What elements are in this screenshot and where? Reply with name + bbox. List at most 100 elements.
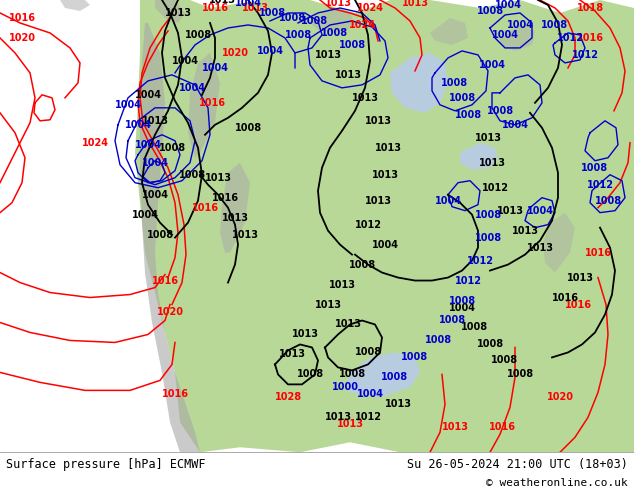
Text: 1004: 1004 bbox=[124, 120, 152, 130]
Text: 1016: 1016 bbox=[162, 390, 188, 399]
Text: 1004: 1004 bbox=[434, 196, 462, 206]
Text: 1008: 1008 bbox=[491, 355, 519, 366]
Text: 1013: 1013 bbox=[365, 196, 392, 206]
Text: 1016: 1016 bbox=[8, 13, 36, 23]
Text: 1013: 1013 bbox=[209, 0, 235, 5]
Text: 1013: 1013 bbox=[335, 319, 361, 329]
Text: 1004: 1004 bbox=[356, 390, 384, 399]
Text: 1013: 1013 bbox=[314, 299, 342, 310]
Text: 1008: 1008 bbox=[278, 13, 306, 23]
Text: 1013: 1013 bbox=[567, 272, 593, 283]
Text: 1016: 1016 bbox=[191, 203, 219, 213]
Polygon shape bbox=[155, 0, 185, 23]
Text: 1004: 1004 bbox=[372, 240, 399, 249]
Text: 1008: 1008 bbox=[184, 30, 212, 40]
Text: 1004: 1004 bbox=[479, 60, 505, 70]
Polygon shape bbox=[460, 143, 498, 170]
Text: 1028: 1028 bbox=[275, 392, 302, 402]
Text: 1008: 1008 bbox=[595, 196, 621, 206]
Text: 1013: 1013 bbox=[278, 349, 306, 360]
Text: 1008: 1008 bbox=[321, 28, 349, 38]
Text: 1013: 1013 bbox=[205, 172, 231, 183]
Text: 1013: 1013 bbox=[375, 143, 401, 153]
Text: 1020: 1020 bbox=[221, 48, 249, 58]
Text: 1008: 1008 bbox=[235, 123, 262, 133]
Polygon shape bbox=[140, 23, 200, 452]
Text: 1016: 1016 bbox=[198, 98, 226, 108]
Text: 1008: 1008 bbox=[581, 163, 609, 173]
Text: 1008: 1008 bbox=[339, 40, 366, 50]
Text: 1008: 1008 bbox=[439, 316, 465, 325]
Text: Su 26-05-2024 21:00 UTC (18+03): Su 26-05-2024 21:00 UTC (18+03) bbox=[407, 458, 628, 471]
Text: 1012: 1012 bbox=[557, 33, 583, 43]
Text: 1013: 1013 bbox=[141, 116, 169, 126]
Text: 1018: 1018 bbox=[576, 3, 604, 13]
Text: 1004: 1004 bbox=[202, 63, 228, 73]
Text: 1008: 1008 bbox=[339, 369, 366, 379]
Text: 1004: 1004 bbox=[501, 120, 529, 130]
Text: 1008: 1008 bbox=[486, 106, 514, 116]
Text: 1008: 1008 bbox=[455, 110, 482, 120]
Polygon shape bbox=[310, 8, 355, 33]
Text: 1024: 1024 bbox=[349, 20, 375, 30]
Text: 1016: 1016 bbox=[564, 299, 592, 310]
Text: 1004: 1004 bbox=[257, 46, 283, 56]
Text: 1004: 1004 bbox=[131, 210, 158, 220]
Text: 1016: 1016 bbox=[152, 275, 179, 286]
Text: 1004: 1004 bbox=[134, 140, 162, 150]
Text: 1016: 1016 bbox=[202, 3, 228, 13]
Text: 1016: 1016 bbox=[212, 193, 238, 203]
Text: 1013: 1013 bbox=[242, 3, 269, 13]
Text: 1004: 1004 bbox=[491, 30, 519, 40]
Text: 1008: 1008 bbox=[259, 8, 285, 18]
Text: 1024: 1024 bbox=[356, 3, 384, 13]
Text: 1008: 1008 bbox=[507, 369, 534, 379]
Text: 1012: 1012 bbox=[467, 256, 493, 266]
Text: 1013: 1013 bbox=[441, 422, 469, 432]
Text: 1008: 1008 bbox=[401, 352, 429, 363]
Text: 1004: 1004 bbox=[172, 56, 198, 66]
Text: 1004: 1004 bbox=[526, 206, 553, 216]
Text: 1008: 1008 bbox=[424, 336, 451, 345]
Text: 1012: 1012 bbox=[354, 220, 382, 230]
Polygon shape bbox=[220, 163, 250, 252]
Text: 1020: 1020 bbox=[157, 308, 183, 318]
Text: 1008: 1008 bbox=[146, 230, 174, 240]
Text: 1013: 1013 bbox=[292, 329, 318, 340]
Polygon shape bbox=[135, 0, 634, 452]
Text: 1000: 1000 bbox=[332, 382, 358, 392]
Text: 1012: 1012 bbox=[586, 180, 614, 190]
Text: 1004: 1004 bbox=[235, 0, 261, 8]
Text: 1012: 1012 bbox=[354, 412, 382, 422]
Polygon shape bbox=[345, 352, 420, 397]
Text: 1013: 1013 bbox=[512, 225, 538, 236]
Text: 1013: 1013 bbox=[328, 279, 356, 290]
Text: 1008: 1008 bbox=[301, 16, 328, 26]
Text: 1013: 1013 bbox=[231, 230, 259, 240]
Text: 1004: 1004 bbox=[115, 100, 141, 110]
Text: 1013: 1013 bbox=[479, 158, 505, 168]
Text: 1013: 1013 bbox=[365, 116, 392, 126]
Text: 1016: 1016 bbox=[585, 247, 612, 258]
Text: 1013: 1013 bbox=[351, 93, 378, 103]
Text: 1008: 1008 bbox=[297, 369, 323, 379]
Text: 1008: 1008 bbox=[382, 372, 408, 382]
Text: 1008: 1008 bbox=[476, 6, 503, 16]
Text: 1008: 1008 bbox=[462, 322, 489, 333]
Text: 1008: 1008 bbox=[474, 233, 501, 243]
Text: 1013: 1013 bbox=[335, 70, 361, 80]
Text: 1008: 1008 bbox=[448, 295, 476, 305]
Text: 1004: 1004 bbox=[507, 20, 533, 30]
Text: 1013: 1013 bbox=[526, 243, 553, 253]
Text: 1008: 1008 bbox=[541, 20, 569, 30]
Text: 1016: 1016 bbox=[489, 422, 515, 432]
Text: 1008: 1008 bbox=[354, 347, 382, 357]
Text: 1004: 1004 bbox=[179, 83, 205, 93]
Text: 1008: 1008 bbox=[441, 78, 469, 88]
Text: 1013: 1013 bbox=[221, 213, 249, 222]
Text: 1013: 1013 bbox=[496, 206, 524, 216]
Text: 1013: 1013 bbox=[314, 50, 342, 60]
Text: © weatheronline.co.uk: © weatheronline.co.uk bbox=[486, 478, 628, 488]
Text: 1004: 1004 bbox=[141, 190, 169, 200]
Text: 1004: 1004 bbox=[495, 0, 522, 10]
